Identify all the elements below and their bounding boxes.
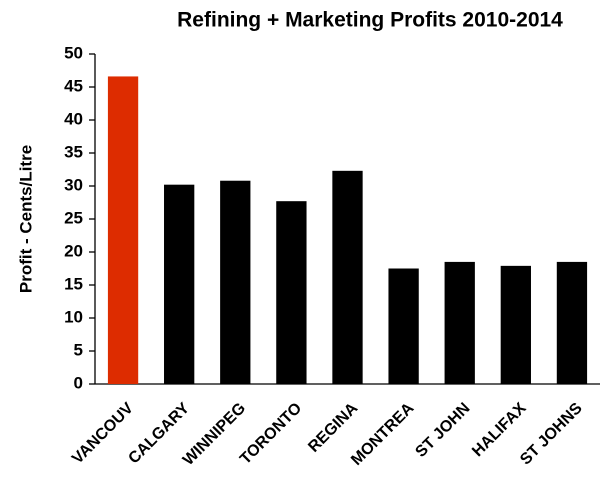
y-axis-label: Profit - Cents/Litre (16, 145, 35, 293)
y-tick-label: 20 (64, 241, 83, 260)
bar (500, 265, 531, 384)
bar (164, 184, 195, 384)
x-tick-label: HALIFAX (469, 400, 530, 461)
y-tick-label: 40 (64, 109, 83, 128)
bar (388, 268, 419, 384)
bar (556, 261, 588, 384)
chart-title: Refining + Marketing Profits 2010-2014 (177, 9, 563, 32)
bar (107, 76, 139, 384)
y-tick-label: 10 (64, 307, 83, 326)
bar (220, 180, 251, 384)
y-tick-label: 35 (64, 142, 83, 161)
x-tick-label: ST JOHN (412, 400, 473, 461)
y-tick-label: 0 (74, 373, 83, 392)
y-tick-label: 30 (64, 175, 83, 194)
bar (276, 201, 307, 384)
x-tick-label: REGINA (305, 399, 361, 455)
y-tick-label: 5 (74, 340, 83, 359)
y-tick-label: 15 (64, 274, 83, 293)
y-tick-label: 45 (64, 76, 83, 95)
y-tick-label: 50 (64, 43, 83, 62)
y-tick-label: 25 (64, 208, 83, 227)
bar (444, 261, 475, 384)
bar (332, 170, 363, 384)
